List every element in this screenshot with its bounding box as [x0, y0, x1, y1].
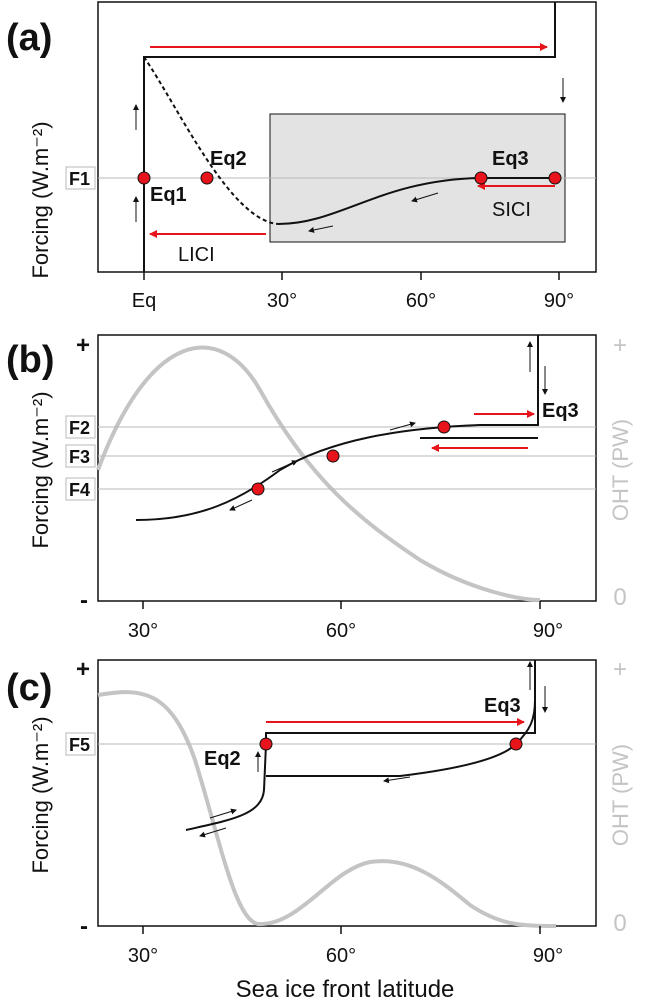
y-axis-label: Forcing (W.m⁻²)	[28, 121, 53, 278]
y2-plus: +	[613, 656, 627, 683]
eq2-label: Eq2	[210, 148, 247, 170]
y2-axis-label: OHT (PW)	[608, 419, 633, 521]
f3-label: F3	[69, 447, 90, 467]
y-plus: +	[76, 332, 90, 359]
eq1-point	[137, 171, 151, 185]
panel-c-frame	[97, 659, 597, 927]
panel-c-label: (c)	[6, 667, 52, 709]
eq2-point	[200, 171, 214, 185]
x-tick-label: 30°	[128, 945, 158, 967]
panel-a-frame	[97, 1, 597, 273]
dir-arrow	[209, 808, 237, 819]
eq3-label: Eq3	[484, 695, 521, 717]
panel-b-frame	[97, 334, 597, 602]
x-tick-label: 90°	[544, 290, 574, 312]
f5-label: F5	[69, 735, 90, 755]
panel-c: (c) Eq2 Eq3 F5 + - + 0 30°	[6, 656, 633, 967]
branch-lower	[277, 177, 555, 225]
f4-label: F4	[69, 480, 90, 500]
eq2-point	[259, 737, 273, 751]
forcing-curve-upper	[185, 660, 536, 831]
panel-a: (a) Eq1 Eq2 Eq3 SICI LICI F1	[6, 1, 597, 312]
x-tick-label: 60°	[326, 945, 356, 967]
dir-arrow	[308, 225, 334, 233]
panel-b: (b) Eq3 F2 F3 F4 + - +	[6, 332, 633, 642]
y2-axis-label: OHT (PW)	[608, 744, 633, 846]
lici-label: LICI	[178, 244, 215, 266]
eq3-point	[548, 171, 562, 185]
x-tick-label: 30°	[128, 620, 158, 642]
dir-arrow	[271, 460, 298, 473]
dir-arrow	[389, 421, 416, 431]
y2-zero: 0	[613, 910, 626, 937]
dir-arrow	[383, 776, 411, 784]
x-tick-label: 90°	[533, 945, 563, 967]
x-tick-label: Eq	[132, 290, 156, 312]
f4-box	[65, 477, 96, 501]
f5-box	[65, 732, 96, 756]
eq3-point	[509, 737, 523, 751]
y-plus: +	[76, 656, 90, 683]
panel-a-label: (a)	[6, 17, 52, 59]
branch-upper	[143, 2, 556, 272]
x-tick-label: 30°	[267, 290, 297, 312]
y-minus: -	[80, 913, 88, 940]
y-axis-label: Forcing (W.m⁻²)	[28, 391, 53, 548]
x-axis-label: Sea ice front latitude	[236, 976, 455, 1003]
x-tick-label: 60°	[326, 620, 356, 642]
y2-zero: 0	[613, 584, 626, 611]
dir-arrow	[199, 827, 227, 838]
dir-arrow	[229, 499, 253, 511]
eq2-label: Eq2	[204, 748, 241, 770]
f2-box	[65, 415, 96, 439]
forcing-curve-lower	[266, 699, 536, 777]
x-tick-label: 60°	[406, 290, 436, 312]
f2-label: F2	[69, 418, 90, 438]
unstable-branch	[143, 56, 279, 225]
y2-plus: +	[613, 332, 627, 359]
panel-b-label: (b)	[6, 339, 55, 381]
x-tick-label: 90°	[533, 620, 563, 642]
f3-box	[65, 444, 96, 468]
sici-label: SICI	[492, 199, 531, 221]
eq1-label: Eq1	[150, 184, 187, 206]
eq-point	[474, 171, 488, 185]
eq-point	[251, 482, 265, 496]
eq-point	[326, 449, 340, 463]
dir-arrow	[411, 192, 439, 203]
oht-curve	[97, 690, 557, 928]
y-axis-label: Forcing (W.m⁻²)	[28, 716, 53, 873]
oht-curve	[96, 345, 541, 602]
f1-label: F1	[69, 169, 90, 189]
f1-box	[65, 166, 96, 190]
y-minus: -	[80, 587, 88, 614]
eq-point	[437, 420, 451, 434]
eq3-label: Eq3	[492, 148, 529, 170]
eq3-label: Eq3	[542, 400, 579, 422]
